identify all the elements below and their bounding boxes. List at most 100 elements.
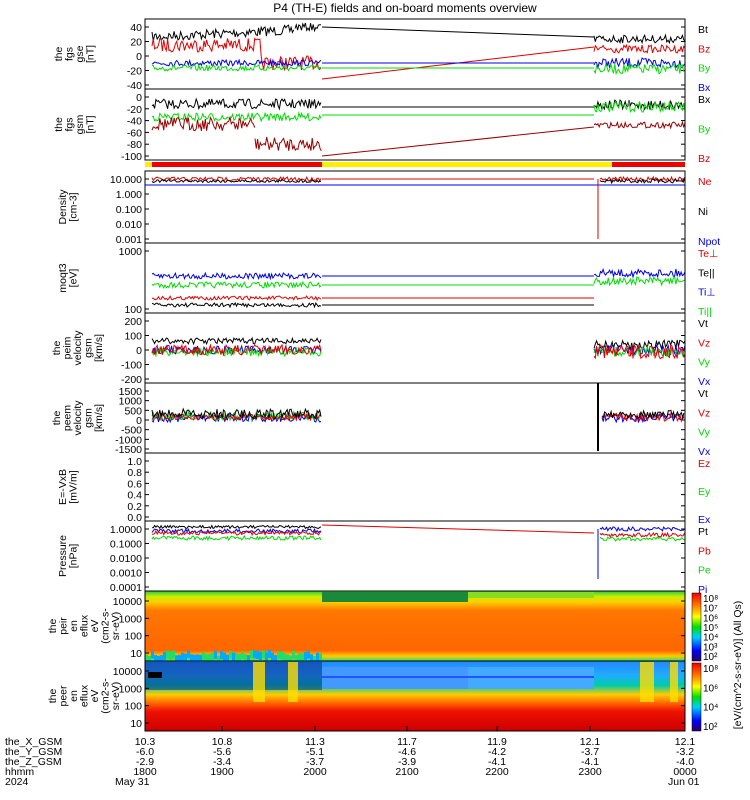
panel-10: 10000 1000 100 10 thepeerenefluxeV(cm2-s-sr-… xyxy=(47,660,686,732)
Ne-trace xyxy=(151,176,322,183)
y-tick-label: 10.000 xyxy=(110,174,142,186)
spectrogram-band xyxy=(468,592,594,598)
colorbar-tick-label: 10⁸ xyxy=(703,664,718,675)
Bx-trace xyxy=(151,97,322,111)
spectrogram-cell xyxy=(190,654,193,663)
Pi-trace xyxy=(151,527,322,535)
y-axis-label-line: [nT] xyxy=(85,115,97,133)
x-row-label: the_Y_GSM xyxy=(5,746,62,758)
page-title: P4 (TH-E) fields and on-board moments ov… xyxy=(273,1,537,15)
legend-Bx: Bx xyxy=(698,94,711,106)
panel-4: 1000 100 moqt3[eV] Te⊥ Te|| Ti⊥ Ti|| xyxy=(57,242,718,318)
Bx-trace xyxy=(593,57,686,70)
y-axis-label: thepeerenefluxeV(cm2-s-sr-eV) xyxy=(47,678,122,714)
y-axis-label-line: peer xyxy=(58,685,70,707)
spectrogram-cell xyxy=(301,653,304,662)
legend-Pi: Pi xyxy=(698,584,707,596)
spectrogram-cell xyxy=(226,654,229,663)
Ti⊥-trace xyxy=(594,267,686,279)
y-axis-label-line: gsm xyxy=(74,114,86,134)
spectrogram-cell xyxy=(313,655,316,664)
legend-Ey: Ey xyxy=(698,486,711,498)
spectrogram-cell xyxy=(319,653,322,662)
x-tick-label: 12.1 xyxy=(675,736,696,748)
spectrogram-cell xyxy=(283,653,286,662)
y-tick-label: 1000 xyxy=(119,396,143,408)
x-tick-label: 10.8 xyxy=(212,736,233,748)
Pb-trace xyxy=(151,529,322,537)
Vz-trace xyxy=(593,343,686,360)
spectrogram-cell xyxy=(250,650,253,659)
panel-9: 10000 1000 100 10 thepeirenefluxeV(cm2-s-sr-… xyxy=(47,590,686,664)
Te||-trace xyxy=(151,301,322,309)
Vt-trace xyxy=(601,409,685,420)
legend-Vz: Vz xyxy=(698,337,710,349)
y-tick-label: -200 xyxy=(121,374,142,386)
spectrogram-cell xyxy=(265,652,268,661)
y-axis-label-line: Pressure xyxy=(57,535,69,577)
Bt-trace xyxy=(593,33,686,45)
spectrogram-cell xyxy=(298,653,301,662)
spectrogram-cell xyxy=(235,652,238,661)
spectrogram-cell xyxy=(208,654,211,663)
Pb-trace xyxy=(599,531,685,538)
y-axis-label: thepeirenefluxeV(cm2-s-sr-eV) xyxy=(47,608,122,644)
x-tick-label: -6.0 xyxy=(136,746,154,758)
x-tick-label: 2000 xyxy=(303,766,327,778)
y-axis-label-line: velocity xyxy=(72,330,84,366)
x-tick-label: -4.1 xyxy=(488,756,506,768)
x-tick-label: -4.6 xyxy=(398,746,416,758)
panel-bg xyxy=(145,171,685,243)
spectrogram-burst xyxy=(640,662,654,702)
colorbar-tick-label: 10⁶ xyxy=(703,613,718,624)
spectrogram-cell xyxy=(253,650,256,659)
y-tick-label: -60 xyxy=(127,127,142,139)
y-tick-label: -100 xyxy=(121,360,142,372)
Vz-trace xyxy=(151,412,322,422)
legend-Bz: Bz xyxy=(698,153,710,165)
y-axis-label-line: [nPa] xyxy=(68,544,80,569)
y-axis-label-line: peem xyxy=(62,405,74,432)
colorbar xyxy=(691,592,702,662)
legend-Npot: Npot xyxy=(698,236,720,248)
spectrogram-cell xyxy=(160,655,163,664)
spectrogram-cell xyxy=(259,652,262,661)
x-date-label: May 31 xyxy=(115,776,150,788)
spectrogram-burst xyxy=(288,662,298,702)
Bt-trace xyxy=(151,24,295,42)
spectrogram-cell xyxy=(256,650,259,659)
mode-bar-fast xyxy=(612,162,685,167)
x-tick-label: -3.4 xyxy=(213,756,231,768)
y-tick-label: 1.0000 xyxy=(110,524,142,536)
spectrogram-cell xyxy=(241,650,244,659)
spectrogram-cell xyxy=(244,654,247,663)
colorbar-tick-label: 10⁵ xyxy=(703,623,718,634)
panel-3: 10.000 1.000 0.100 0.010 0.001 Density[cm-3] N… xyxy=(57,170,720,248)
x-tick-label: -4.0 xyxy=(676,756,694,768)
Bt-trace xyxy=(294,22,322,33)
x-row-label: the_X_GSM xyxy=(5,736,62,748)
spectrogram-cell xyxy=(199,654,202,663)
Pb-gap-line xyxy=(321,524,595,534)
colorbar-tick-label: 10⁶ xyxy=(703,683,718,694)
mode-bar-fast xyxy=(152,162,322,167)
spectrogram-cell xyxy=(181,652,184,661)
Bz-trace xyxy=(593,120,686,130)
colorbar-tick-label: 10⁴ xyxy=(703,633,718,644)
spectrogram-burst xyxy=(253,662,265,702)
spectrogram-cell xyxy=(268,650,271,659)
legend-Vy: Vy xyxy=(698,357,711,369)
x-row-label: the_Z_GSM xyxy=(5,756,62,768)
x-tick-label: 2300 xyxy=(578,766,602,778)
x-tick-label: -5.6 xyxy=(213,746,231,758)
y-tick-label: 0 xyxy=(136,415,142,427)
x-tick-label: -3.7 xyxy=(306,756,324,768)
y-tick-label: 100 xyxy=(124,701,142,713)
spectrogram-cell xyxy=(286,654,289,663)
x-tick-label: 11.7 xyxy=(397,736,417,748)
panel-7: 1.00.80.60.40.20.0 E=-VxB[mV/m] Ez Ey Ex xyxy=(57,452,711,526)
legend-Bx: Bx xyxy=(698,82,711,94)
spectrogram-cell xyxy=(148,672,162,678)
y-tick-label: 0.001 xyxy=(116,234,142,246)
legend-Vz: Vz xyxy=(698,407,710,419)
